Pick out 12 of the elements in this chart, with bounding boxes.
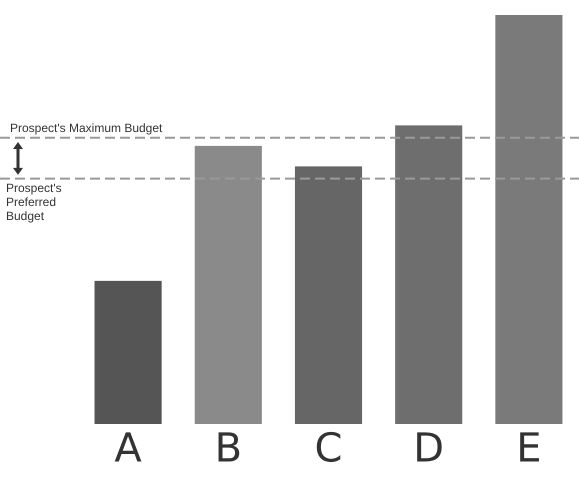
ref-line-label: Prospect's Preferred Budget [6,180,62,223]
x-tick-label: C [314,425,342,472]
bar [395,125,462,424]
x-tick-label: D [413,425,444,472]
bar [294,166,362,424]
x-tick-label: A [114,425,142,472]
ref-line-label: Prospect's Maximum Budget [10,121,164,136]
x-tick-label: B [214,425,242,472]
bar [94,280,162,424]
bar [495,15,562,424]
x-tick-label: E [516,425,542,472]
bar [194,146,262,424]
